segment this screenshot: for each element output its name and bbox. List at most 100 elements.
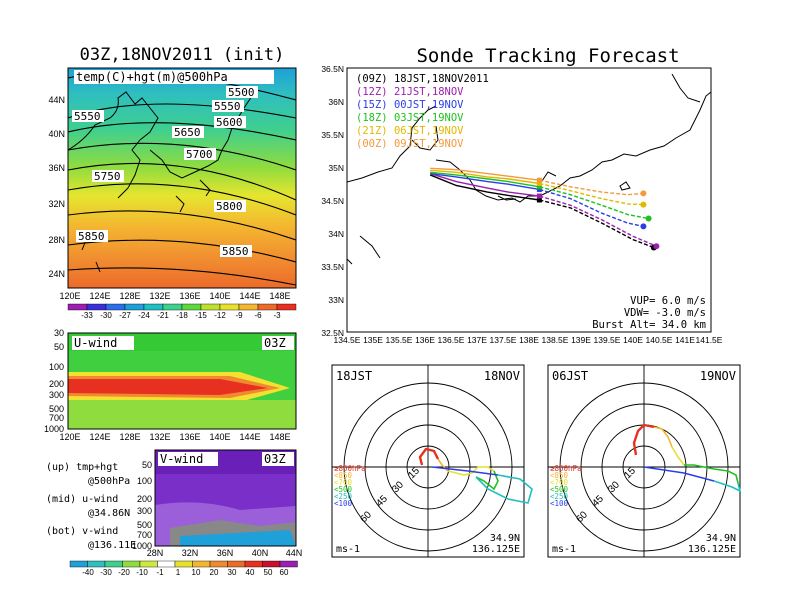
v-lat-ticks: 28N 32N 36N 40N 44N — [147, 548, 303, 558]
colorbar-tick: -20 — [118, 568, 130, 577]
p-tick: 100 — [49, 362, 64, 372]
level-legend-entry: <850 — [550, 471, 569, 480]
level-legend-entry: <250 — [334, 492, 353, 501]
colorbar-tick: -1 — [156, 568, 164, 577]
tracking-frame — [346, 67, 712, 333]
p-tick: 1000 — [44, 424, 64, 434]
hodograph-trace — [475, 470, 499, 491]
hodograph-lat: 34.9N — [706, 533, 736, 544]
u-lon-ticks: 120E 124E 128E 132E 136E 140E 144E 148E — [59, 432, 290, 442]
colorbar-tick: 50 — [264, 568, 273, 577]
colorbar-tick: -15 — [195, 311, 207, 320]
lat-tick: 35N — [328, 163, 344, 173]
lon-tick: 144E — [239, 291, 260, 301]
colorbar-tick: 1 — [176, 568, 181, 577]
note-line: @136.11E — [88, 540, 136, 551]
colorbar-cell — [157, 560, 176, 568]
lon-tick: 134.5E — [334, 335, 361, 345]
colorbar-tick: -21 — [157, 311, 169, 320]
temp-colorbar-ticks: -33 -30 -27 -24 -21 -18 -15 -12 -9 -6 -3 — [81, 311, 281, 320]
colorbar-cell — [104, 560, 123, 568]
track-burst-marker — [536, 177, 542, 183]
colorbar-tick: -12 — [214, 311, 226, 320]
colorbar-cell — [105, 303, 126, 311]
track-line-dashed — [539, 195, 657, 247]
colorbar-cell — [209, 560, 228, 568]
note-line: (up) tmp+hgt — [46, 462, 118, 473]
p-tick: 30 — [54, 328, 64, 338]
level-legend-entry: ≥850hPa — [550, 464, 582, 473]
contour-label: 5750 — [94, 170, 121, 183]
colorbar-tick: -6 — [254, 311, 262, 320]
colorbar-tick: -24 — [138, 311, 150, 320]
lon-tick: 139E — [571, 335, 591, 345]
hodograph-date: 18NOV — [484, 369, 520, 383]
note-line: (mid) u-wind — [46, 494, 118, 505]
note-line: (bot) v-wind — [46, 526, 118, 537]
v-wind-time: 03Z — [264, 452, 286, 466]
lat-tick: 24N — [48, 269, 65, 279]
p-tick: 700 — [49, 413, 64, 423]
level-legend-entry: <100 — [334, 499, 353, 508]
hodograph-date: 19NOV — [700, 369, 736, 383]
colorbar-cell — [174, 560, 193, 568]
colorbar-cell — [139, 560, 158, 568]
colorbar-cell — [67, 303, 88, 311]
colorbar-cell — [124, 303, 145, 311]
u-p-ticks: 30 50 100 200 300 500 700 1000 — [44, 328, 64, 434]
colorbar-tick: 60 — [280, 568, 289, 577]
lat-tick: 32N — [182, 548, 199, 558]
hodograph-trace — [671, 446, 685, 466]
tracking-map: (09Z) 18JST,18NOV2011 (12Z) 21JST,18NOV … — [321, 64, 722, 345]
u-wind-time: 03Z — [264, 336, 286, 350]
lat-tick: 32N — [48, 199, 65, 209]
level-legend-entry: <850 — [334, 471, 353, 480]
p-tick: 100 — [137, 476, 152, 486]
track-line-solid — [430, 167, 540, 181]
track-burst-marker — [536, 184, 542, 190]
colorbar-cell — [219, 303, 240, 311]
lon-tick: 140.5E — [646, 335, 673, 345]
colorbar-cell — [262, 560, 281, 568]
hodograph-lon: 136.125E — [472, 544, 520, 555]
colorbar-cell — [227, 560, 246, 568]
v-wind-panel: V-wind 03Z 50 100 200 300 500 700 1000 2… — [132, 449, 303, 558]
legend-entry: (21Z) 06JST,19NOV — [356, 125, 464, 137]
u-wind-frame — [67, 332, 297, 430]
colorbar-tick: -27 — [119, 311, 131, 320]
level-legend-entry: <250 — [550, 492, 569, 501]
lon-tick: 132E — [149, 432, 170, 442]
colorbar-cell — [122, 560, 141, 568]
track-line-solid — [429, 174, 540, 201]
lat-tick: 44N — [286, 548, 303, 558]
hodograph-trace — [632, 423, 655, 456]
level-legend-entry: <100 — [550, 499, 569, 508]
track-endpoint — [640, 201, 647, 208]
contour-labels: 5500 5550 5550 5600 5650 5700 5750 5800 … — [72, 86, 258, 258]
p-tick: 50 — [142, 460, 152, 470]
temp-map-title: 03Z,18NOV2011 (init) — [80, 45, 285, 65]
hodograph-19nov: 06JST 19NOV15304560ms-134.9N136.125E≥850h… — [547, 364, 742, 558]
hodograph-time: 06JST — [552, 369, 588, 383]
p-tick: 700 — [137, 530, 152, 540]
track-endpoint — [640, 190, 647, 197]
colorbar-tick: -3 — [273, 311, 281, 320]
colorbar-cell — [192, 560, 211, 568]
colorbar-cell — [69, 560, 88, 568]
contour-label: 5550 — [214, 100, 241, 113]
colorbar-cell — [87, 560, 106, 568]
temp-lon-ticks: 120E 124E 128E 132E 136E 140E 144E 148E — [59, 291, 290, 301]
lon-tick: 120E — [59, 432, 80, 442]
hodograph-time: 18JST — [336, 369, 372, 383]
hodograph-18nov: 18JST 18NOV15304560ms-134.9N136.125E≥850h… — [331, 364, 533, 558]
lon-tick: 136E — [415, 335, 435, 345]
lon-tick: 140E — [209, 432, 230, 442]
level-legend-entry: <700 — [550, 478, 569, 487]
hodograph-trace — [447, 466, 495, 476]
p-tick: 1000 — [132, 541, 152, 551]
u-wind-panel: U-wind 03Z 30 50 100 200 300 500 700 100… — [44, 328, 297, 442]
p-tick: 200 — [49, 379, 64, 389]
lat-tick: 33N — [328, 295, 344, 305]
track-line-dashed — [539, 182, 644, 206]
track-endpoint — [645, 215, 652, 222]
